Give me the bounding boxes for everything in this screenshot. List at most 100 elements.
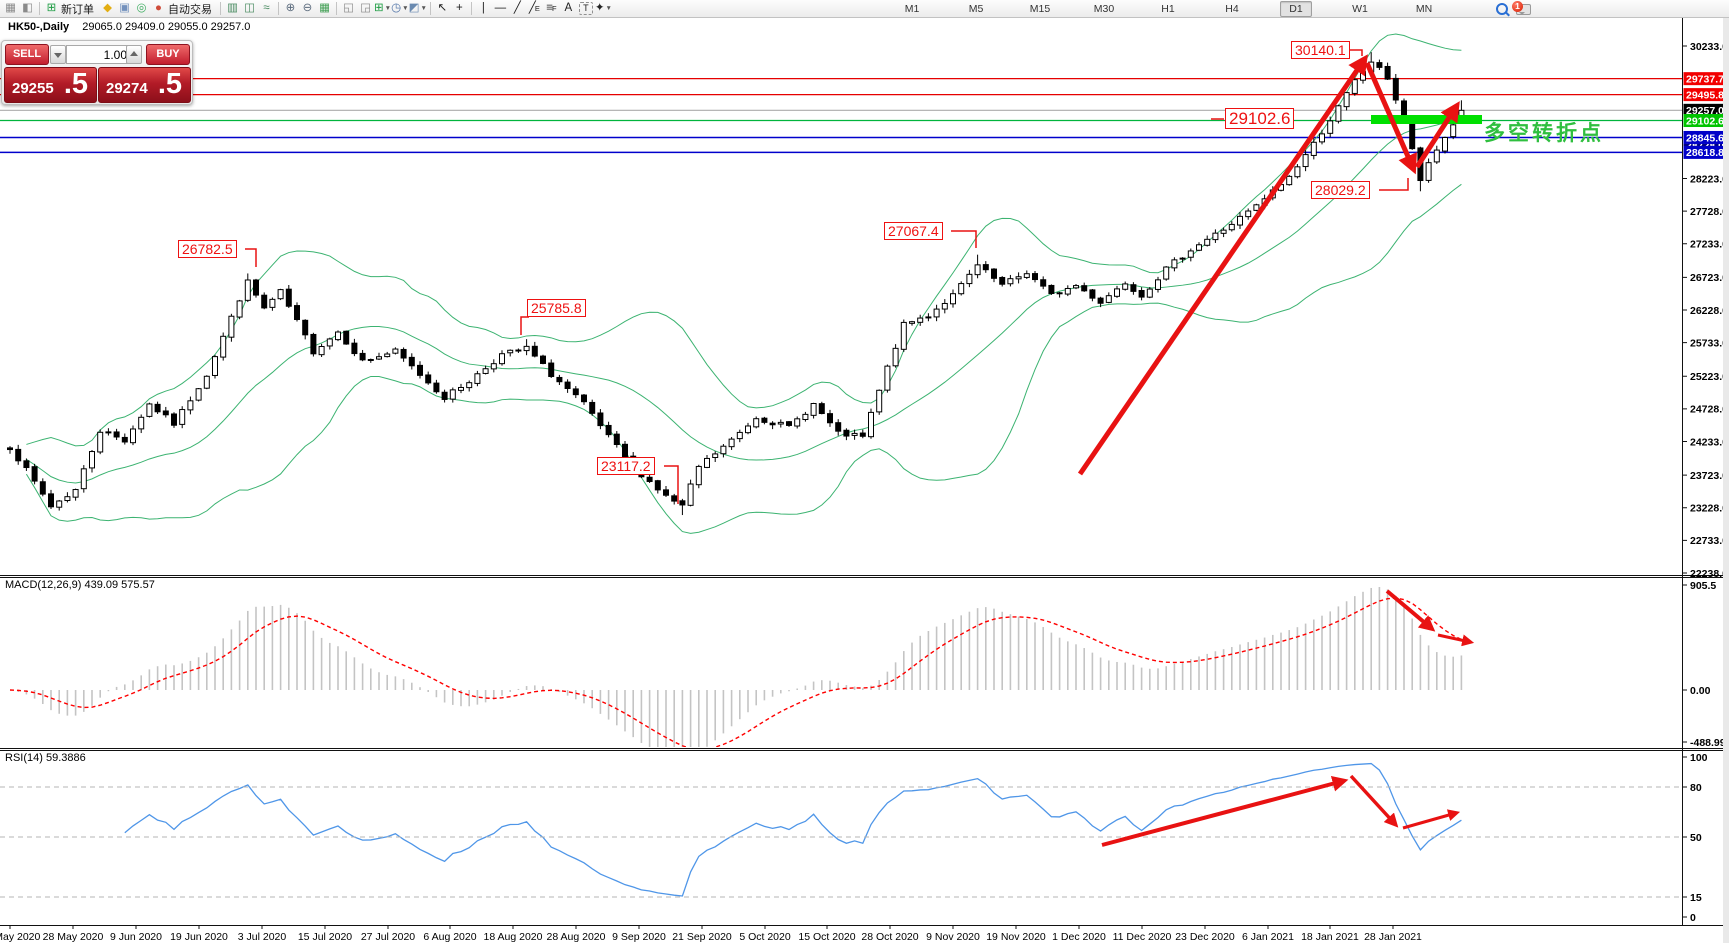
candlestick-chart-icon[interactable]: ◫ [244, 2, 255, 14]
zoom-in-icon[interactable]: ⊕ [285, 2, 296, 14]
timeframe-m30[interactable]: M30 [1093, 3, 1115, 15]
sell-price-frac: .5 [63, 68, 88, 100]
trend-arrow [1437, 633, 1475, 647]
date-label: 23 Dec 2020 [1175, 931, 1235, 943]
vertical-line-icon[interactable]: | [481, 2, 485, 14]
price-tick: 22238.0 [1690, 568, 1728, 580]
history-center-icon[interactable]: ◆ [103, 2, 112, 14]
macd-histogram [17, 587, 1463, 747]
data-window-icon[interactable]: ◧ [22, 2, 33, 14]
macd-label: MACD(12,26,9) 439.09 575.57 [5, 579, 155, 591]
timeframe-h4[interactable]: H4 [1225, 3, 1239, 15]
add-indicator-icon[interactable]: ⊞ ▼ [374, 2, 392, 14]
date-label: 27 Jul 2020 [361, 931, 415, 943]
sell-button[interactable]: SELL [5, 44, 49, 65]
tile-windows-icon[interactable]: ▦ [319, 2, 330, 14]
price-badge [1683, 103, 1729, 117]
indicator-window-icon[interactable]: ◱ [343, 2, 354, 14]
rsi-scale-tick: 15 [1690, 892, 1702, 904]
date-label: 15 Oct 2020 [798, 931, 855, 943]
annotation-arrows[interactable] [1077, 54, 1475, 847]
auto-trading-button[interactable]: 自动交易 [168, 3, 212, 16]
date-label: 9 Sep 2020 [612, 931, 666, 943]
rally-arrow [1077, 54, 1368, 476]
trendline-icon[interactable]: ╱ [513, 2, 521, 14]
price-annotation-box[interactable]: 30140.1 [1291, 41, 1350, 59]
timeframe-toolbar: M1 M5 M15 M30 H1 H4 D1 W1 MN [880, 0, 1456, 18]
text-icon[interactable]: A [564, 2, 573, 14]
price-badge [1683, 88, 1729, 102]
candles [7, 52, 1465, 516]
object-window-icon[interactable]: ◲ [360, 2, 371, 14]
price-annotation-box[interactable]: 25785.8 [527, 299, 586, 317]
toolbar-separator [470, 2, 472, 15]
templates-icon[interactable]: ◩ ▼ [408, 2, 427, 14]
timeframe-m5[interactable]: M5 [968, 3, 984, 15]
volume-decrease-button[interactable] [50, 45, 66, 64]
pane-separators [0, 18, 1723, 926]
chart-title: HK50-,Daily 29065.0 29409.0 29055.0 2925… [8, 21, 250, 33]
new-order-icon[interactable]: ⊞ [46, 2, 57, 14]
arrows-icon[interactable]: ✦ ▼ [594, 2, 612, 14]
trend-arrow [1349, 774, 1399, 828]
price-badge-value: 28845.6 [1686, 132, 1724, 144]
horizontal-line-icon[interactable]: — [494, 2, 507, 14]
trend-arrow [1101, 775, 1349, 847]
price-tick: 25733.0 [1690, 337, 1728, 349]
annotation-leaders [245, 49, 1409, 504]
new-order-button[interactable]: 新订单 [61, 3, 94, 16]
cn-annotation-text[interactable]: 多空转折点 [1484, 121, 1604, 145]
timeframe-d1[interactable]: D1 [1280, 1, 1312, 17]
price-badge-value: 28618.8 [1686, 147, 1724, 159]
price-tick: 27728.0 [1690, 206, 1728, 218]
panels-icon[interactable]: ▦ [5, 2, 16, 14]
turning-point-highlight-bar[interactable] [1371, 115, 1482, 124]
notification-badge[interactable]: 1 [1512, 1, 1523, 12]
volume-input[interactable] [66, 45, 132, 64]
price-annotation-box[interactable]: 23117.2 [597, 457, 655, 475]
zoom-out-icon[interactable]: ⊖ [302, 2, 313, 14]
timeframe-m15[interactable]: M15 [1029, 3, 1051, 15]
timeframe-w1[interactable]: W1 [1352, 3, 1368, 15]
price-annotation-box[interactable]: 29102.6 [1225, 108, 1295, 129]
date-label: 3 Jul 2020 [238, 931, 287, 943]
cursor-icon[interactable]: ↖ [437, 2, 448, 14]
bar-chart-icon[interactable]: ▥ [227, 2, 238, 14]
crosshair-icon[interactable]: + [456, 2, 463, 14]
equidistant-channel-icon[interactable]: ╱ E [528, 2, 540, 14]
date-label: 19 Nov 2020 [986, 931, 1046, 943]
fibonacci-icon[interactable]: ≡ F [546, 2, 557, 14]
text-label-icon[interactable]: T [578, 2, 593, 15]
price-annotation-box[interactable]: 26782.5 [178, 240, 237, 258]
price-badge [1683, 145, 1729, 159]
macd-scale-tick: 0.00 [1690, 685, 1711, 697]
price-annotation-box[interactable]: 27067.4 [884, 222, 943, 240]
line-chart-icon[interactable]: ≈ [263, 2, 270, 14]
price-tick: 24728.0 [1690, 404, 1728, 416]
price-tick: 27233.0 [1690, 239, 1728, 251]
toolbar-right-group [1496, 0, 1531, 18]
timeframe-m1[interactable]: M1 [904, 3, 920, 15]
auto-trading-icon[interactable]: ● [155, 2, 162, 14]
date-label: 19 Jun 2020 [170, 931, 228, 943]
buy-price-display[interactable]: 29274 .5 [98, 67, 191, 103]
buy-button[interactable]: BUY [146, 44, 190, 65]
toolbar-separator [278, 2, 279, 15]
price-tick: 22733.0 [1690, 535, 1728, 547]
search-icon[interactable] [1496, 3, 1508, 15]
price-axis[interactable]: 30233.0 28223.0 27728.0 27233.0 26723.0 26228… [1682, 41, 1729, 924]
timeframe-mn[interactable]: MN [1415, 3, 1433, 15]
signals-icon[interactable]: ◎ [136, 2, 147, 14]
terminal-icon[interactable]: ▣ [119, 2, 130, 14]
date-label: 28 May 2020 [43, 931, 104, 943]
periods-icon[interactable]: ◷ ▼ [391, 2, 409, 14]
timeframe-h1[interactable]: H1 [1161, 3, 1175, 15]
price-annotation-box[interactable]: 28029.2 [1311, 181, 1370, 199]
price-tick: 30233.0 [1690, 41, 1728, 53]
date-label: 6 Aug 2020 [423, 931, 476, 943]
sell-price-display[interactable]: 29255 .5 [4, 67, 97, 103]
rsi-scale-tick: 0 [1690, 912, 1696, 924]
volume-increase-button[interactable] [126, 45, 142, 64]
